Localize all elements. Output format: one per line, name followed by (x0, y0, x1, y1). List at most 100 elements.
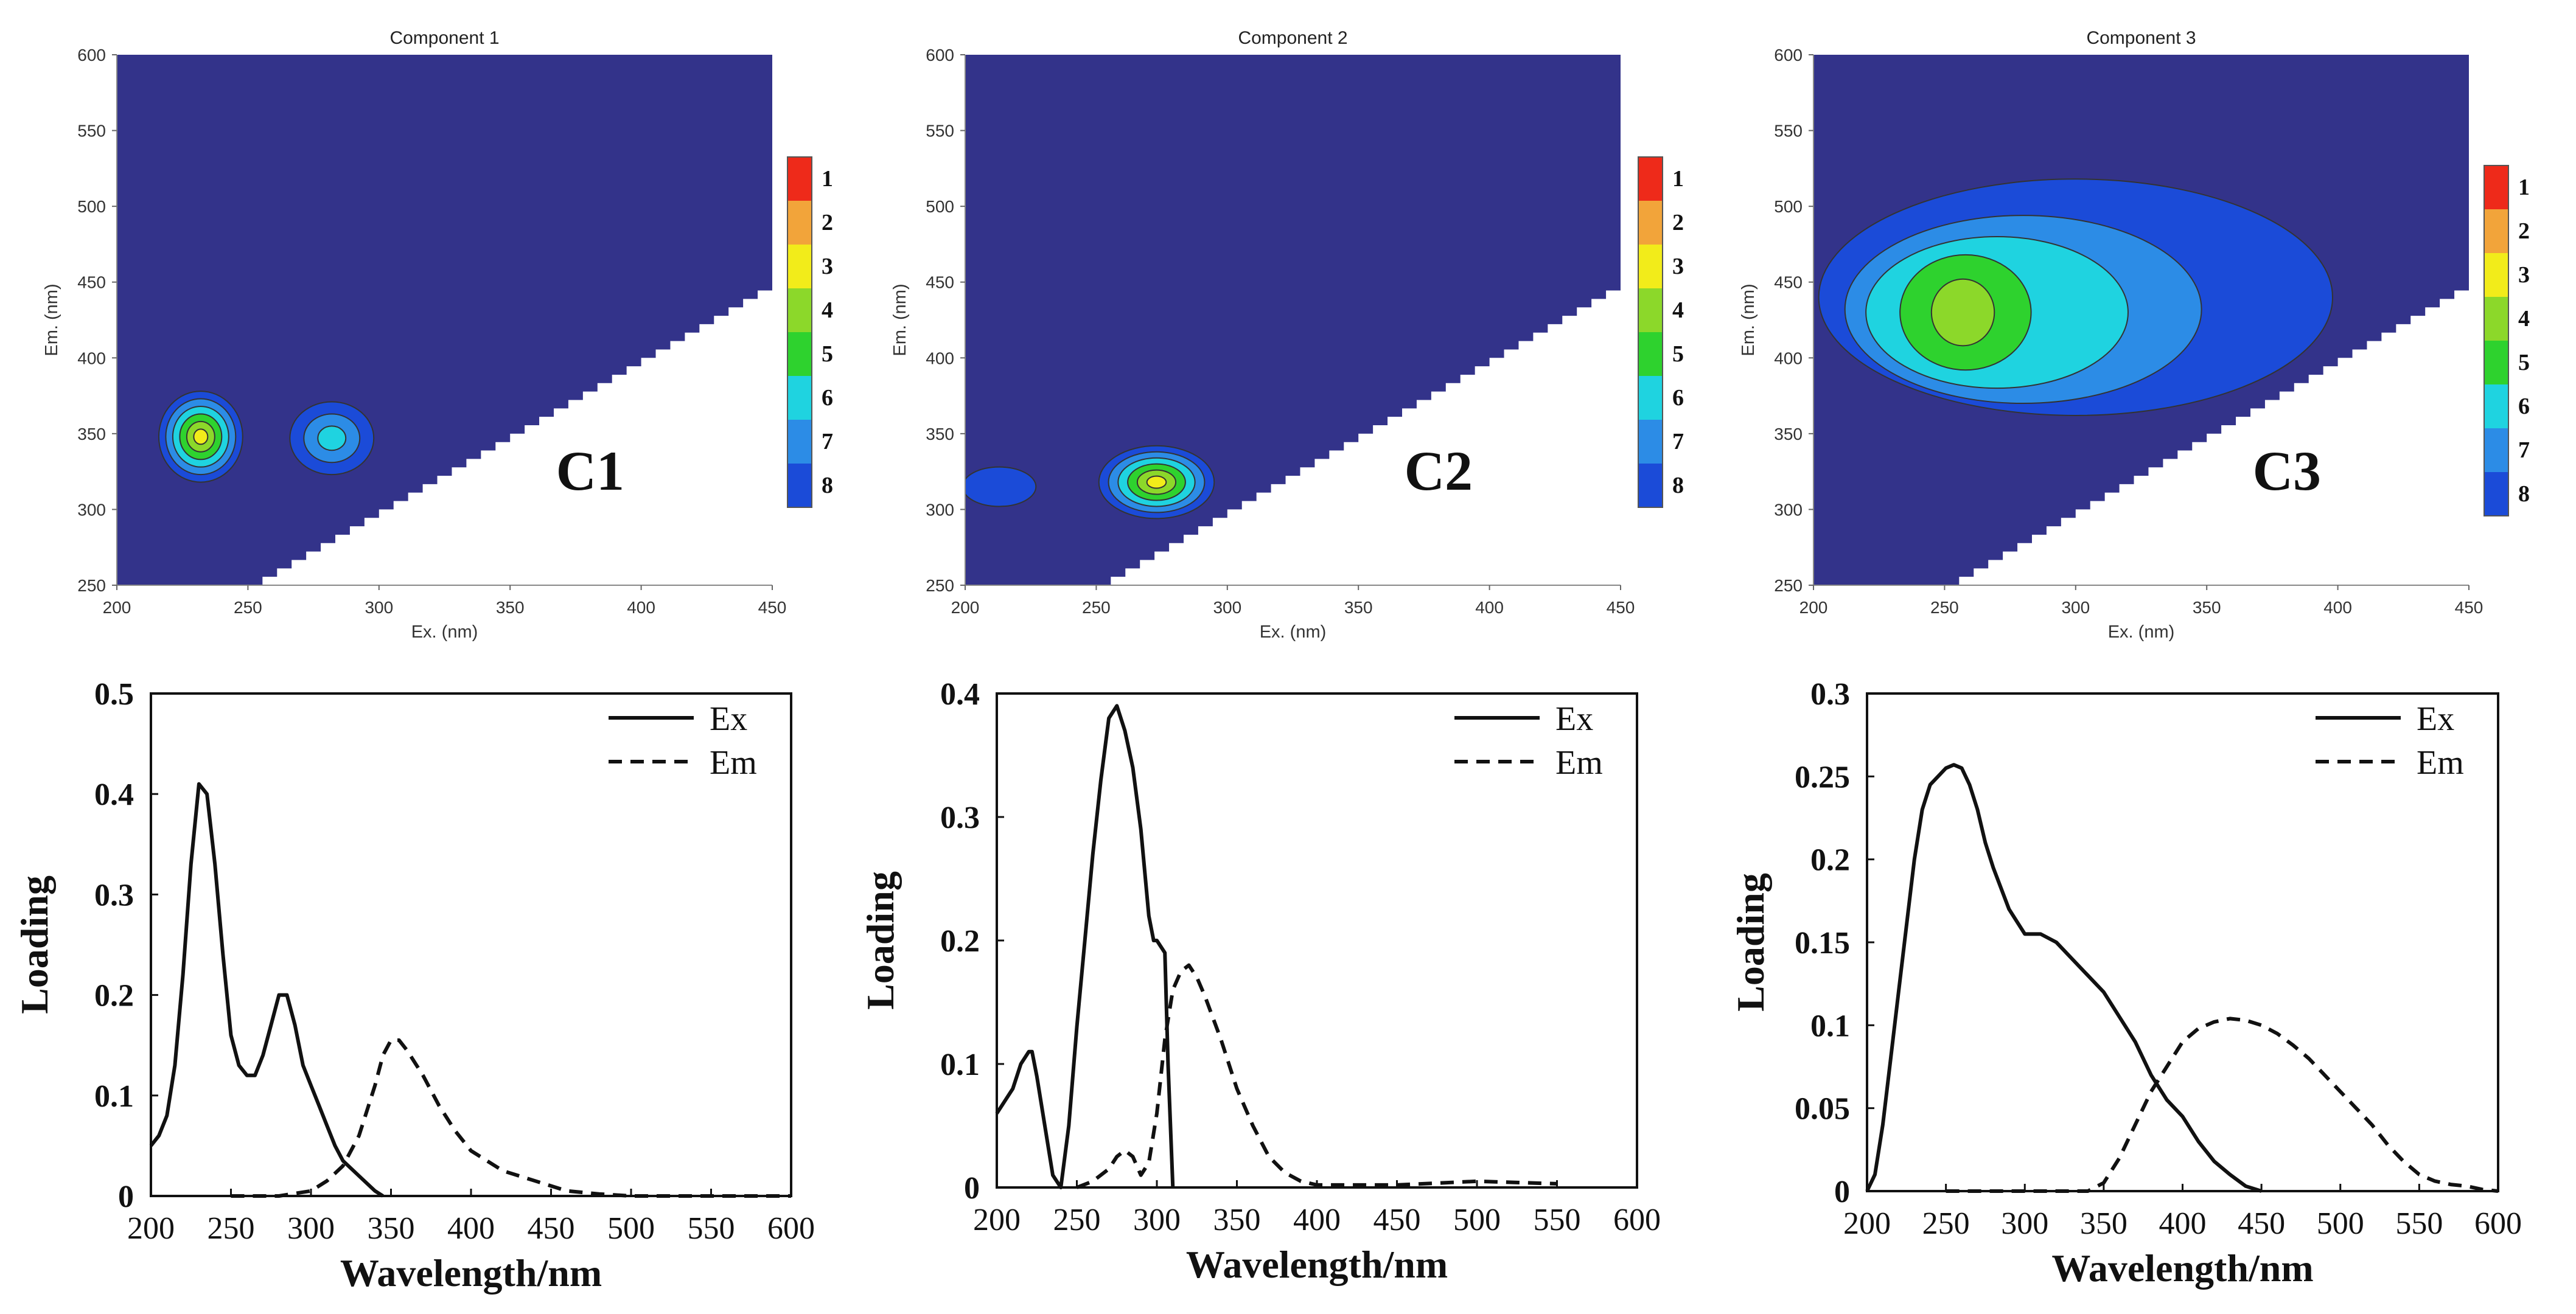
y-tick-label: 350 (77, 425, 106, 443)
y-tick-label: 0.1 (1810, 1009, 1850, 1043)
eem-panel-3: 200 250 300 350 400 450 250 300 350 400 450 500 550 6… (1739, 28, 2530, 642)
y-tick-label: 0.3 (1810, 677, 1850, 712)
colorbar-segment (2484, 209, 2508, 253)
x-tick-label: 300 (365, 598, 393, 617)
x-tick-label: 450 (2238, 1206, 2285, 1241)
x-tick-label: 350 (2193, 598, 2221, 617)
chart-title: Component 2 (1238, 28, 1347, 48)
colorbar-label: 7 (822, 429, 833, 454)
colorbar-frame (2484, 165, 2509, 516)
contour-level (317, 425, 347, 451)
x-tick-label: 450 (2455, 598, 2484, 617)
y-axis-label: Loading (1729, 873, 1772, 1012)
colorbar-label: 1 (1672, 166, 1684, 192)
x-tick-label: 350 (1344, 598, 1373, 617)
legend-label: Em (710, 744, 757, 782)
y-tick-label: 0 (964, 1171, 980, 1206)
y-tick-label: 250 (1774, 576, 1803, 595)
x-tick-label: 250 (208, 1211, 255, 1246)
y-axis-label: Loading (13, 875, 56, 1014)
colorbar-segment (1638, 201, 1663, 245)
x-tick-label: 300 (2001, 1206, 2048, 1241)
y-tick-label: 400 (77, 349, 106, 367)
colorbar-segment (1638, 464, 1663, 507)
series-line-ex (995, 704, 1175, 1189)
series-line-ex (149, 782, 384, 1198)
x-axis-label: Ex. (nm) (411, 622, 478, 642)
y-tick-label: 0.25 (1795, 760, 1850, 794)
y-tick-label: 500 (1774, 197, 1803, 216)
colorbar: 1 2 3 4 5 6 7 8 (787, 156, 833, 508)
legend-label: Ex (2417, 700, 2454, 738)
colorbar-label: 7 (2518, 437, 2530, 463)
colorbar-segment (787, 288, 812, 332)
x-tick-label: 350 (2080, 1206, 2127, 1241)
x-tick-label: 450 (1607, 598, 1635, 617)
series-line-em (1946, 1017, 2499, 1193)
masked-region (1096, 282, 1621, 585)
contour-group (965, 445, 1215, 520)
y-tick-label: 450 (77, 273, 106, 292)
y-tick-label: 0 (1834, 1175, 1850, 1209)
y-tick-label: 0.5 (94, 677, 134, 712)
y-tick-label: 500 (77, 197, 106, 216)
eem-panel-1: 200 250 300 350 400 450 250 300 350 400 450 500 550 6… (42, 28, 833, 642)
colorbar-label: 8 (1672, 473, 1684, 498)
colorbar-label: 2 (1672, 210, 1684, 235)
y-tick-label: 500 (926, 197, 954, 216)
contour-level (193, 428, 209, 445)
contour-level (965, 466, 1037, 507)
colorbar-segment (2484, 428, 2508, 472)
loading-panel-2: 200 250 300 350 400 450 500 550 600 0 0.1 0.2 0.3 0.4… (859, 677, 1661, 1286)
x-axis-label: Wavelength/nm (2051, 1246, 2313, 1290)
y-tick-label: 400 (926, 349, 954, 367)
colorbar-label: 3 (822, 254, 833, 279)
y-tick-label: 0.4 (940, 677, 980, 712)
x-tick-label: 350 (1213, 1203, 1261, 1237)
colorbar-label: 6 (1672, 385, 1684, 411)
x-tick-label: 350 (496, 598, 525, 617)
eem-panel-2: 200 250 300 350 400 450 250 300 350 400 450 500 550 6… (890, 28, 1684, 642)
colorbar-segment (1638, 332, 1663, 376)
colorbar-label: 4 (822, 297, 833, 323)
colorbar-segment (787, 464, 812, 507)
colorbar-frame (1638, 156, 1663, 508)
colorbar-label: 5 (2518, 350, 2530, 375)
x-tick-label: 200 (951, 598, 980, 617)
chart-title: Component 3 (2086, 28, 2196, 48)
plot-frame (150, 692, 792, 1197)
colorbar-segment (787, 376, 812, 420)
y-axis-label: Em. (nm) (42, 283, 61, 356)
masked-region (1944, 282, 2469, 585)
x-axis-label: Ex. (nm) (1260, 622, 1327, 642)
colorbar: 1 2 3 4 5 6 7 8 (2484, 165, 2530, 516)
x-tick-label: 200 (1799, 598, 1828, 617)
panel-label: C2 (1405, 440, 1473, 502)
legend-label: Em (1555, 744, 1603, 782)
series-line-em (231, 1038, 791, 1198)
y-tick-label: 600 (926, 46, 954, 64)
loading-panel-3: 200 250 300 350 400 450 500 550 600 0 0.05 0.1 0.15 0… (1729, 677, 2522, 1290)
colorbar-label: 6 (822, 385, 833, 411)
x-tick-label: 400 (1293, 1203, 1341, 1237)
chart-title: Component 1 (389, 28, 499, 48)
y-tick-label: 0.3 (940, 801, 980, 835)
colorbar-segment (787, 245, 812, 288)
x-tick-label: 250 (1053, 1203, 1101, 1237)
colorbar-label: 8 (822, 473, 833, 498)
y-tick-label: 250 (926, 576, 954, 595)
x-axis-label: Wavelength/nm (1186, 1243, 1448, 1286)
y-axis-label: Em. (nm) (1739, 283, 1758, 356)
x-tick-label: 200 (127, 1211, 175, 1246)
loading-panel-1: 200 250 300 350 400 450 500 550 600 0 0.1 0.2 0.3 0.4… (13, 677, 815, 1295)
colorbar-label: 3 (2518, 262, 2530, 288)
series-line-em (1076, 963, 1557, 1189)
y-tick-label: 550 (77, 122, 106, 141)
y-tick-label: 0.3 (94, 878, 134, 912)
x-tick-label: 250 (234, 598, 262, 617)
x-tick-label: 450 (1374, 1203, 1421, 1237)
colorbar-segment (787, 420, 812, 464)
legend-label: Em (2417, 744, 2464, 782)
x-axis-label: Ex. (nm) (2108, 622, 2175, 642)
colorbar-segment (2484, 472, 2508, 516)
